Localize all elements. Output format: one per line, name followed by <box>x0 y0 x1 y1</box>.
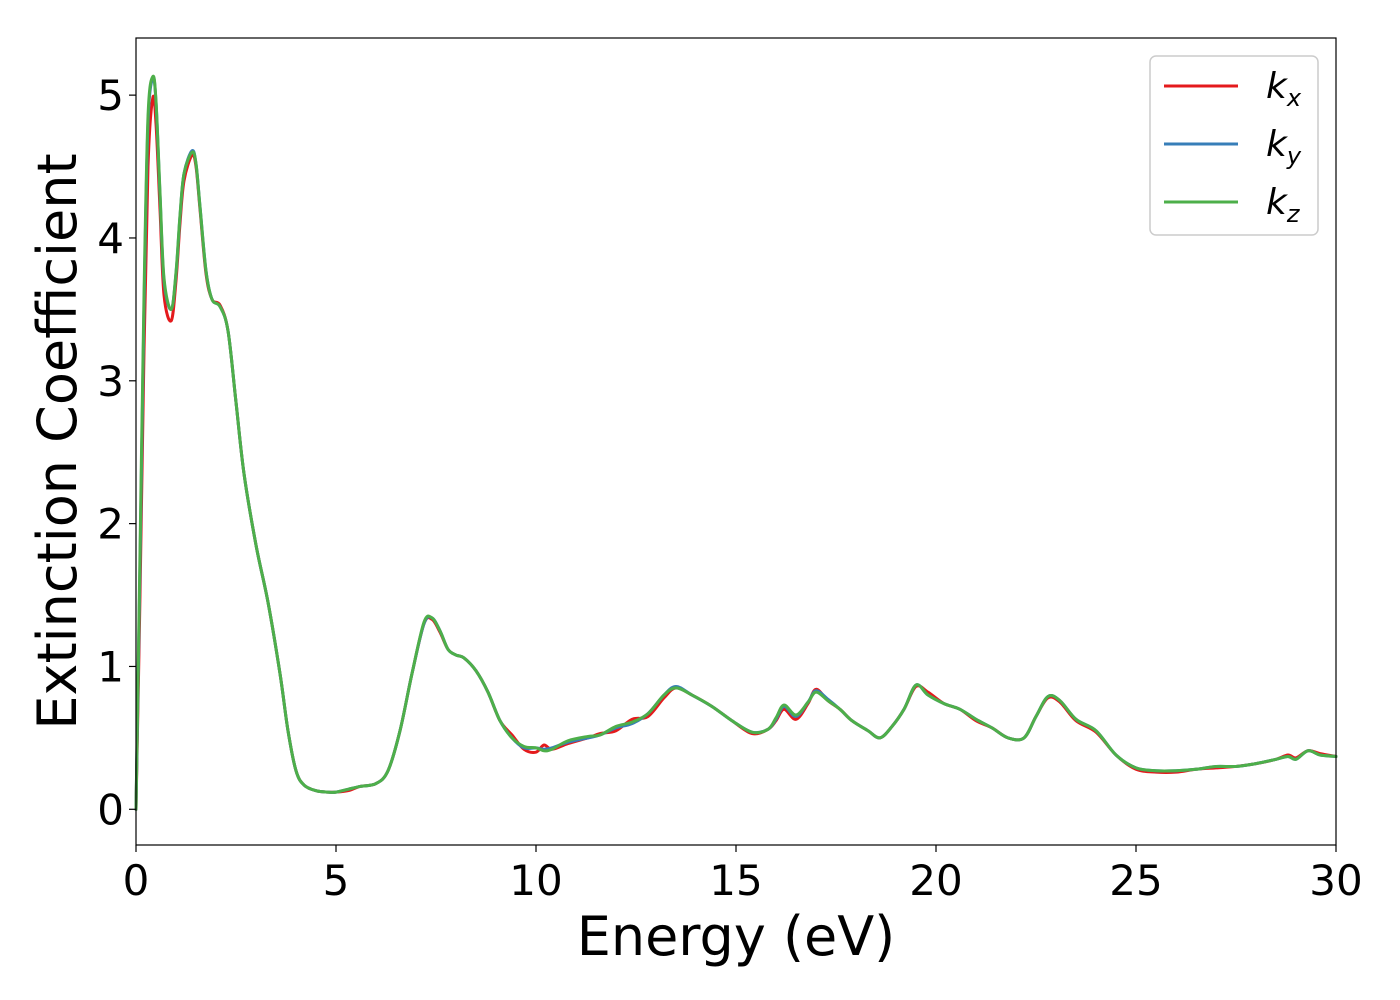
x-axis-title: Energy (eV) <box>577 905 896 968</box>
x-tick-label: 30 <box>1309 856 1362 905</box>
x-tick-label: 0 <box>123 856 150 905</box>
y-axis-title: Extinction Coefficient <box>26 153 89 729</box>
y-tick-label: 3 <box>97 357 124 406</box>
x-tick-label: 5 <box>323 856 350 905</box>
y-tick-label: 2 <box>97 500 124 549</box>
legend-label-k-y: ky <box>1266 124 1302 170</box>
x-tick-label: 10 <box>509 856 562 905</box>
series-layer <box>134 74 1338 811</box>
legend-label-k-x: kx <box>1266 66 1302 112</box>
x-tick-label: 25 <box>1109 856 1162 905</box>
y-tick-label: 1 <box>97 642 124 691</box>
plot-background <box>136 38 1336 845</box>
y-tick-label: 4 <box>97 214 124 263</box>
x-tick-label: 15 <box>709 856 762 905</box>
series-line-k-z <box>134 74 1338 811</box>
y-tick-label: 5 <box>97 71 124 120</box>
legend-label-k-z: kz <box>1266 182 1301 228</box>
y-axis: 0 1 2 3 4 5 <box>97 71 136 834</box>
y-tick-label: 0 <box>97 785 124 834</box>
x-axis: 0 5 10 15 20 25 30 <box>123 845 1363 905</box>
x-tick-label: 20 <box>909 856 962 905</box>
legend: kx ky kz <box>1149 55 1319 236</box>
